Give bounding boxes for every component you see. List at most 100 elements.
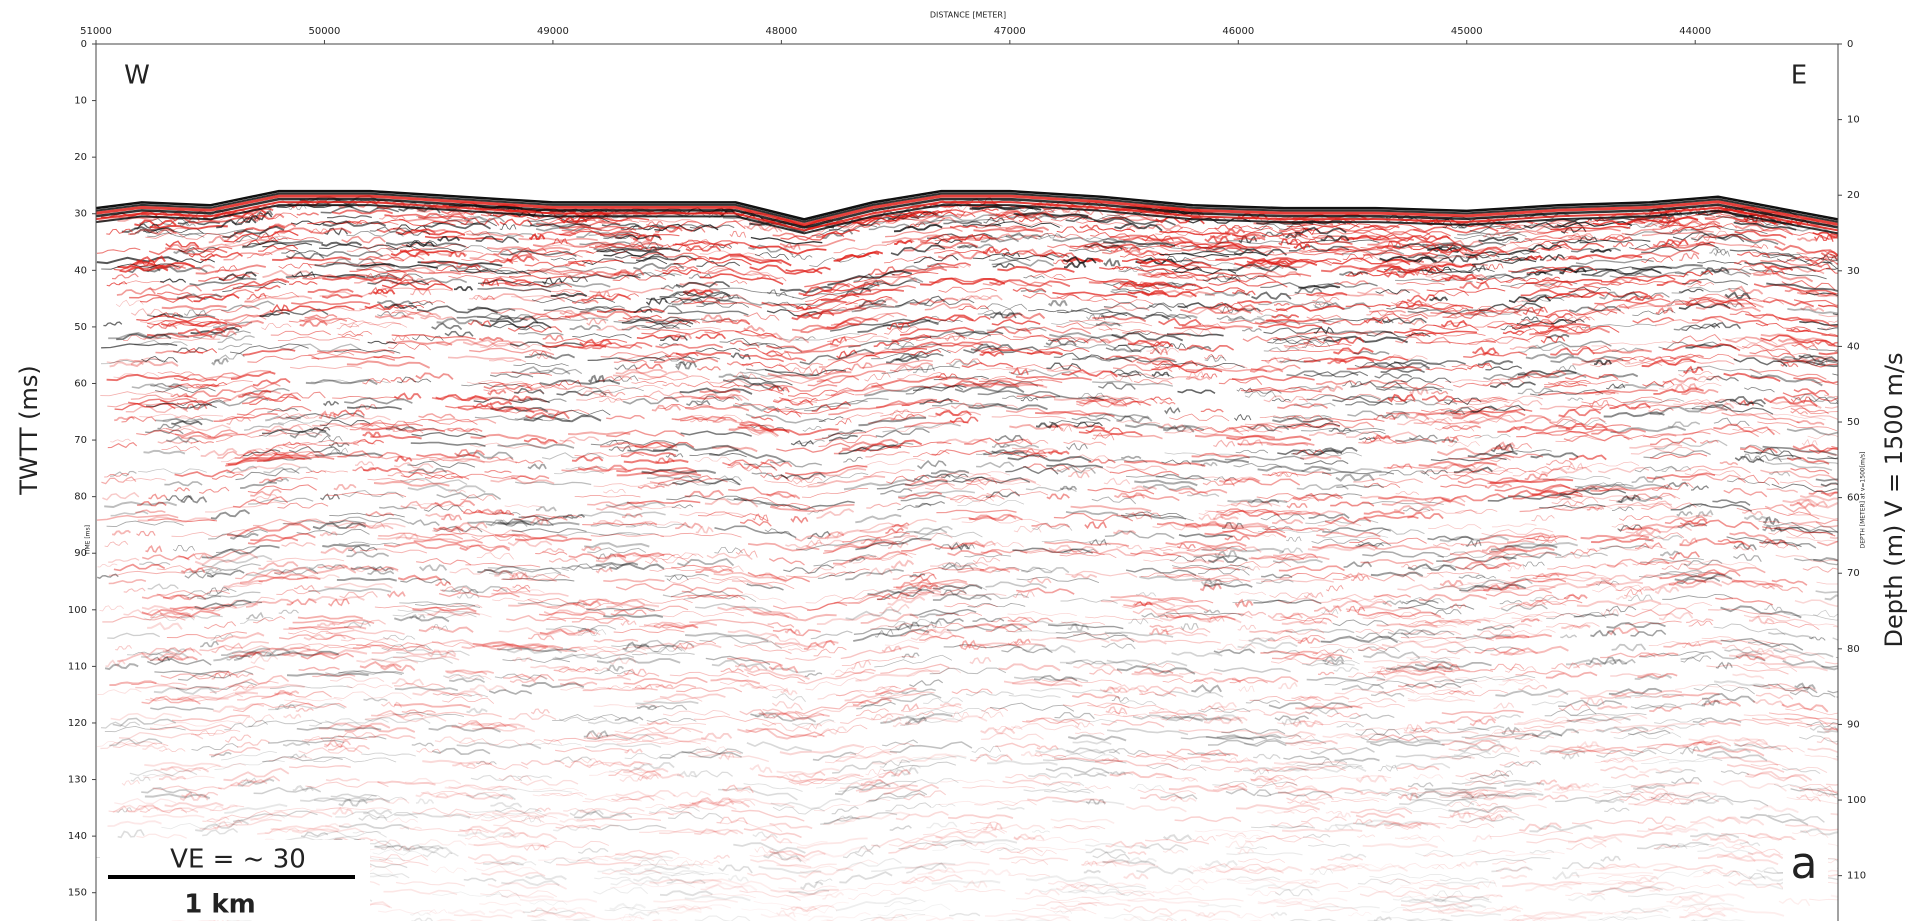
seismic-trace — [1207, 577, 1273, 582]
seismic-trace — [1591, 428, 1646, 435]
seismic-trace — [734, 644, 792, 654]
seismic-trace — [1433, 903, 1487, 909]
seismic-trace — [174, 469, 235, 478]
seismic-trace — [1762, 268, 1786, 275]
seismic-trace — [1353, 350, 1390, 355]
seismic-trace — [1683, 905, 1712, 912]
seismic-trace — [1637, 672, 1678, 678]
seismic-trace — [1065, 216, 1132, 225]
seismic-trace — [1148, 711, 1208, 717]
seismic-trace — [319, 531, 338, 537]
seismic-trace — [237, 739, 270, 748]
seismic-trace — [1770, 413, 1826, 421]
seismic-trace — [796, 846, 872, 862]
seismic-trace — [472, 726, 536, 733]
seismic-trace — [826, 912, 871, 921]
seismic-trace — [1322, 319, 1384, 326]
seismic-trace — [1441, 709, 1524, 716]
seismic-trace — [1550, 347, 1595, 356]
seismic-trace — [1617, 500, 1673, 508]
seismic-trace — [769, 849, 826, 858]
seismic-trace — [1181, 324, 1253, 329]
seismic-trace — [1248, 387, 1307, 391]
seismic-trace — [235, 683, 305, 694]
seismic-trace — [638, 871, 714, 875]
seismic-trace — [318, 722, 391, 730]
seismic-trace — [1616, 495, 1663, 503]
seismic-trace — [1233, 248, 1288, 257]
seismic-trace — [477, 279, 554, 286]
seismic-trace — [1816, 737, 1838, 746]
seismic-trace — [1396, 282, 1445, 286]
seismic-trace — [1400, 901, 1473, 908]
seismic-trace — [1281, 259, 1334, 265]
seismic-trace — [1428, 524, 1482, 530]
seismic-trace — [1107, 459, 1148, 464]
seismic-trace — [789, 366, 813, 374]
seismic-trace — [1653, 387, 1704, 395]
seismic-trace — [851, 659, 872, 670]
seismic-trace — [668, 811, 724, 820]
seismic-trace — [1301, 660, 1360, 666]
seismic-trace — [1303, 356, 1375, 363]
seismic-trace — [1713, 417, 1750, 427]
seismic-trace — [660, 532, 742, 538]
seismic-trace — [1568, 894, 1606, 902]
seismic-trace — [1233, 429, 1283, 433]
seismic-trace — [1568, 232, 1594, 239]
seismic-trace — [1467, 362, 1493, 370]
seismic-trace — [1132, 601, 1154, 607]
seismic-trace — [727, 874, 749, 882]
seismic-trace — [686, 399, 711, 407]
seismic-trace — [1006, 407, 1091, 416]
seismic-trace — [370, 219, 456, 227]
seismic-trace — [443, 458, 518, 464]
seismic-trace — [1600, 652, 1656, 659]
seismic-trace — [1649, 886, 1686, 892]
seismic-trace — [779, 391, 855, 402]
seismic-trace — [428, 724, 501, 733]
seismic-trace — [268, 739, 345, 744]
seismic-trace — [1586, 581, 1644, 586]
seismic-trace — [384, 304, 418, 309]
seismic-trace — [1131, 485, 1157, 491]
seismic-trace — [1401, 834, 1445, 842]
seismic-trace — [1281, 717, 1302, 727]
seismic-trace — [1350, 807, 1413, 815]
seismic-trace — [284, 698, 343, 702]
seismic-trace — [1788, 513, 1838, 520]
seismic-trace — [1630, 781, 1700, 788]
seismic-trace — [1694, 234, 1717, 243]
seismic-trace — [1442, 470, 1513, 476]
seismic-trace — [134, 340, 188, 346]
seismic-trace — [1660, 569, 1702, 575]
seismic-trace — [1356, 819, 1429, 827]
seismic-trace — [1224, 228, 1246, 235]
seismic-trace — [434, 736, 476, 743]
seismic-trace — [647, 918, 679, 921]
seismic-trace — [1252, 769, 1270, 775]
seismic-trace — [392, 427, 424, 434]
seismic-trace — [1638, 356, 1664, 362]
seismic-trace — [1355, 728, 1401, 736]
seismic-trace — [1020, 750, 1043, 758]
seismic-trace — [1045, 213, 1129, 221]
seismic-trace — [1053, 512, 1134, 522]
seismic-trace — [1509, 373, 1560, 380]
seismic-trace — [447, 908, 486, 916]
seismic-trace — [675, 240, 755, 249]
seismic-trace — [1132, 714, 1204, 723]
seismic-trace — [1039, 347, 1090, 353]
seismic-trace — [399, 826, 422, 830]
seismic-trace — [360, 795, 407, 802]
seismic-trace — [1067, 623, 1090, 632]
seismic-trace — [1636, 875, 1659, 883]
seismic-trace — [128, 228, 177, 236]
seismic-trace — [1072, 632, 1110, 637]
seismic-trace — [1783, 612, 1838, 621]
seismic-trace — [1070, 505, 1152, 512]
seismic-trace — [269, 303, 290, 314]
seismic-trace — [160, 766, 210, 773]
seismic-trace — [1149, 624, 1174, 629]
seismic-trace — [469, 442, 542, 449]
